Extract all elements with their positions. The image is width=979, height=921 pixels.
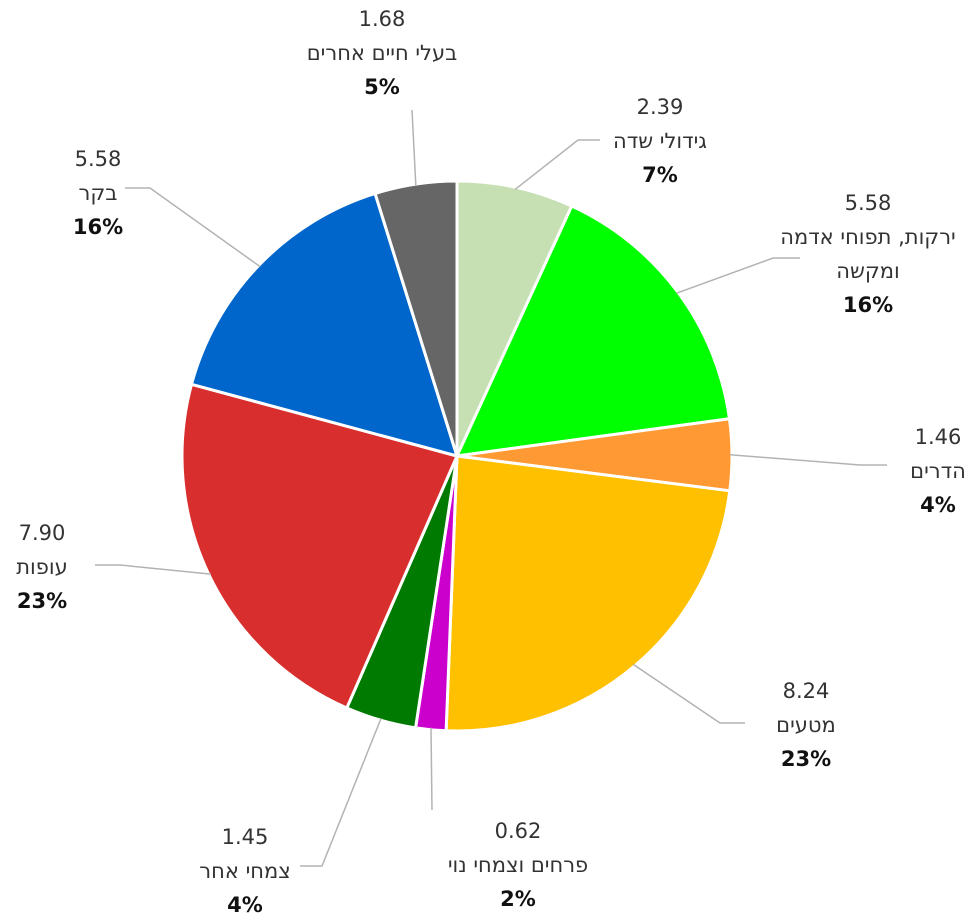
leader-lines <box>95 109 887 867</box>
pie-slices <box>180 179 734 733</box>
pie-slice <box>444 454 732 733</box>
data-label-value: 1.68 <box>359 7 406 31</box>
data-label-percent: 23% <box>781 747 831 771</box>
leader-line <box>676 257 800 295</box>
data-label-percent: 16% <box>73 215 123 239</box>
leader-line <box>125 187 261 268</box>
data-label-value: 7.90 <box>19 521 66 545</box>
leader-line <box>729 454 887 466</box>
data-label-percent: 4% <box>227 893 263 917</box>
leader-line <box>514 139 600 190</box>
data-label-percent: 2% <box>500 887 536 911</box>
pie-slice <box>180 382 459 710</box>
data-label-name: בקר <box>79 181 118 205</box>
data-label-value: 1.46 <box>915 425 962 449</box>
data-label-value: 0.62 <box>495 819 542 843</box>
data-label-percent: 23% <box>17 589 67 613</box>
data-label-name: מטעים <box>776 713 836 737</box>
data-label-name: פרחים וצמחי נוי <box>448 853 588 877</box>
data-label-name: צמחי אחר <box>199 859 290 883</box>
data-label-percent: 7% <box>642 163 678 187</box>
data-label-name: בעלי חיים אחרים <box>307 41 458 65</box>
data-label-percent: 5% <box>364 75 400 99</box>
leader-line <box>95 564 211 575</box>
data-label-name: הדרים <box>910 459 966 483</box>
data-label-value: 1.45 <box>222 825 269 849</box>
data-label-name: ומקשה <box>836 259 899 283</box>
data-labels: 2.39 גידולי שדה 7% 5.58 ירקות, תפוחי אדמה ומק… <box>16 7 966 917</box>
data-label-name: גידולי שדה <box>613 129 707 153</box>
data-label-value: 2.39 <box>637 95 684 119</box>
pie-slice <box>455 179 574 458</box>
data-label-value: 5.58 <box>75 147 122 171</box>
data-label-percent: 16% <box>843 293 893 317</box>
data-label-name: עופות <box>16 555 68 579</box>
leader-line <box>430 727 433 811</box>
leader-line <box>632 663 745 724</box>
data-label-name: ירקות, תפוחי אדמה <box>780 225 956 249</box>
data-label-value: 5.58 <box>845 191 892 215</box>
data-label-value: 8.24 <box>783 679 830 703</box>
leader-line <box>300 717 382 867</box>
leader-line <box>411 109 417 187</box>
data-label-percent: 4% <box>920 493 956 517</box>
